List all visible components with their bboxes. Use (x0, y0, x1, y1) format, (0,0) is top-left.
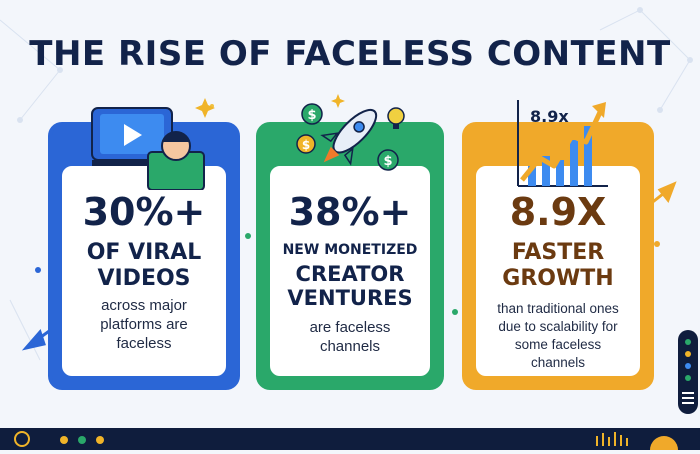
stat-description: are faceless channels (272, 318, 428, 356)
stat-description: than traditional ones due to scalability… (478, 300, 638, 372)
chart-label: 8.9x (530, 107, 569, 126)
svg-text:$: $ (383, 154, 392, 169)
card-body: 38%+ NEW MONETIZED CREATOR VENTURES are … (270, 166, 430, 376)
description-line: due to scalability for (498, 319, 618, 334)
description-line: channels (530, 355, 586, 370)
video-creator-icon (91, 107, 205, 190)
headline-line: VENTURES (287, 286, 413, 310)
headline-line: CREATOR (295, 262, 405, 286)
stat-card-monetized-ventures: 38%+ NEW MONETIZED CREATOR VENTURES are … (256, 122, 444, 390)
side-menu-pill[interactable] (678, 330, 698, 414)
description-line: faceless (116, 335, 172, 352)
stat-card-viral-videos: 30%+ OF VIRAL VIDEOS across major platfo… (48, 122, 240, 390)
menu-dots-icon (682, 339, 694, 404)
stat-headline: NEW MONETIZED CREATOR VENTURES (272, 238, 428, 310)
description-line: some faceless (514, 337, 602, 352)
headline-line: FASTER (511, 240, 605, 265)
footer-bar (0, 428, 700, 450)
svg-text:$: $ (302, 138, 310, 152)
footer-decor (14, 431, 678, 450)
description-line: across major (101, 297, 187, 314)
headline-line: NEW MONETIZED (282, 242, 418, 258)
stat-card-faster-growth: 8.9X FASTER GROWTH than traditional ones… (462, 122, 654, 390)
stat-headline: OF VIRAL VIDEOS (64, 240, 224, 292)
description-line: platforms are (100, 316, 188, 333)
stat-description: across major platforms are faceless (64, 296, 224, 353)
stat-value: 30%+ (82, 190, 206, 234)
description-line: are faceless (309, 319, 391, 336)
rocket-money-icon: $ $ $ (296, 103, 405, 171)
description-line: channels (319, 338, 381, 355)
stat-value: 8.9X (509, 190, 607, 234)
headline-line: GROWTH (502, 266, 614, 291)
page-title: THE RISE OF FACELESS CONTENT (29, 34, 671, 74)
description-line: than traditional ones (497, 301, 619, 316)
stat-headline: FASTER GROWTH (478, 240, 638, 292)
card-body: 8.9X FASTER GROWTH than traditional ones… (476, 166, 640, 376)
stat-value: 38%+ (288, 190, 412, 234)
headline-line: OF VIRAL (86, 240, 202, 265)
growth-chart-icon: 8.9x (517, 100, 608, 187)
headline-line: VIDEOS (97, 266, 191, 291)
card-body: 30%+ OF VIRAL VIDEOS across major platfo… (62, 166, 226, 376)
svg-text:$: $ (307, 108, 316, 123)
